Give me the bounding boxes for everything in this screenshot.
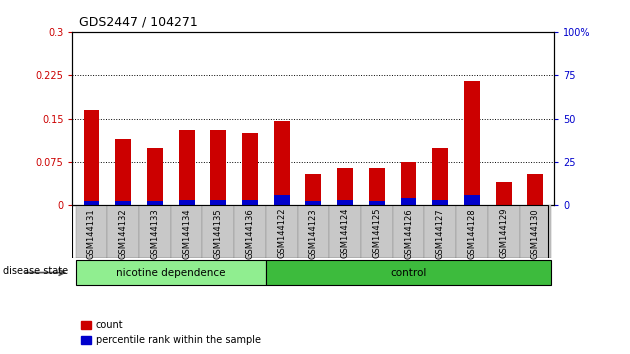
Text: nicotine dependence: nicotine dependence xyxy=(116,268,226,278)
Bar xyxy=(369,168,385,205)
Text: control: control xyxy=(391,268,427,278)
Bar xyxy=(401,162,416,205)
Text: GSM144133: GSM144133 xyxy=(151,208,159,259)
Bar xyxy=(337,168,353,205)
Bar xyxy=(242,200,258,205)
Bar xyxy=(115,139,131,205)
Bar xyxy=(147,148,163,205)
Text: GSM144124: GSM144124 xyxy=(341,208,350,258)
Text: disease state: disease state xyxy=(3,266,68,276)
Bar xyxy=(496,182,512,205)
Text: GSM144125: GSM144125 xyxy=(372,208,381,258)
Text: GSM144132: GSM144132 xyxy=(118,208,128,259)
Bar xyxy=(464,195,480,205)
Text: GSM144136: GSM144136 xyxy=(246,208,255,259)
Text: GSM144126: GSM144126 xyxy=(404,208,413,259)
Bar xyxy=(425,205,456,258)
Bar xyxy=(306,201,321,205)
Bar xyxy=(456,205,488,258)
Bar xyxy=(520,205,551,258)
Bar xyxy=(369,201,385,205)
Text: GSM144128: GSM144128 xyxy=(467,208,476,259)
Text: GSM144135: GSM144135 xyxy=(214,208,223,259)
Bar xyxy=(76,260,266,285)
Text: GSM144129: GSM144129 xyxy=(499,208,508,258)
Bar xyxy=(527,173,543,205)
Bar xyxy=(274,195,290,205)
Text: GSM144130: GSM144130 xyxy=(531,208,540,259)
Bar xyxy=(329,205,361,258)
Bar xyxy=(210,200,226,205)
Text: GDS2447 / 104271: GDS2447 / 104271 xyxy=(79,15,197,28)
Bar xyxy=(306,173,321,205)
Bar xyxy=(361,205,392,258)
Bar xyxy=(115,201,131,205)
Bar xyxy=(147,201,163,205)
Bar xyxy=(488,205,520,258)
Bar xyxy=(210,130,226,205)
Bar xyxy=(392,205,425,258)
Bar xyxy=(76,205,107,258)
Bar xyxy=(179,130,195,205)
Bar xyxy=(274,121,290,205)
Bar xyxy=(432,148,448,205)
Bar xyxy=(401,198,416,205)
Text: GSM144123: GSM144123 xyxy=(309,208,318,259)
Bar xyxy=(432,200,448,205)
Bar xyxy=(179,200,195,205)
Bar xyxy=(297,205,329,258)
Bar xyxy=(139,205,171,258)
Bar xyxy=(84,201,100,205)
Bar xyxy=(202,205,234,258)
Bar xyxy=(84,110,100,205)
Text: GSM144131: GSM144131 xyxy=(87,208,96,259)
Bar xyxy=(171,205,202,258)
Bar xyxy=(107,205,139,258)
Bar xyxy=(337,200,353,205)
Legend: count, percentile rank within the sample: count, percentile rank within the sample xyxy=(77,316,265,349)
Bar xyxy=(242,133,258,205)
Bar xyxy=(234,205,266,258)
Text: GSM144122: GSM144122 xyxy=(277,208,286,258)
Text: GSM144127: GSM144127 xyxy=(436,208,445,259)
Bar xyxy=(266,205,297,258)
Text: GSM144134: GSM144134 xyxy=(182,208,191,259)
Bar xyxy=(266,260,551,285)
Bar xyxy=(464,81,480,205)
